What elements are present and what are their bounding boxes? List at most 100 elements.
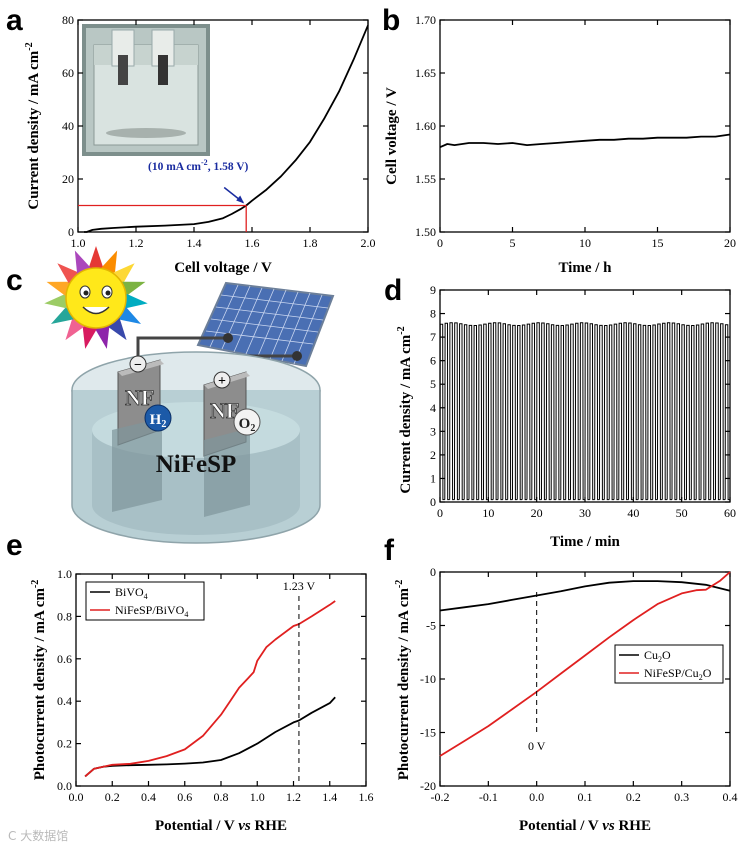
x-tick-label: 1.4 [187, 236, 202, 250]
y-tick-label: 1.70 [415, 13, 436, 27]
y-tick-label: 0 [68, 225, 74, 239]
y-tick-label: 3 [430, 424, 436, 438]
y-tick-label: 0.4 [57, 694, 72, 708]
y-tick-label: 40 [62, 119, 74, 133]
svg-text:+: + [218, 374, 226, 389]
legend: Cu2O NiFeSP/Cu2O [614, 644, 724, 684]
y-tick-label: -5 [426, 619, 436, 633]
plot-frame [439, 19, 731, 233]
legend: BiVO4 NiFeSP/BiVO4 [85, 581, 205, 621]
y-axis-label: Photocurrent density / mA cm-2 [30, 580, 48, 781]
x-tick-label: 40 [627, 506, 639, 520]
x-tick-label: 30 [579, 506, 591, 520]
panel-label-f: f [384, 534, 395, 567]
y-axis-label: Current density / mA cm-2 [396, 326, 414, 493]
y-tick-label: 1.60 [415, 119, 436, 133]
x-tick-label: 2.0 [361, 236, 376, 250]
y-tick-label: 1.55 [415, 172, 436, 186]
x-tick-label: 1.0 [250, 790, 265, 804]
minus-terminal-icon [129, 355, 147, 373]
x-tick-label: 1.6 [245, 236, 260, 250]
x-tick-label: 0.3 [674, 790, 689, 804]
panel-label-b: b [382, 4, 400, 37]
panel-label-e: e [6, 529, 23, 562]
y-tick-label: 0 [430, 495, 436, 509]
panel-c-schematic: c [6, 246, 335, 544]
y-tick-label: 0 [430, 565, 436, 579]
panel-label-c: c [6, 264, 23, 297]
plus-terminal-icon [213, 371, 231, 389]
y-tick-label: 7 [430, 330, 436, 344]
series-line-cu [439, 580, 731, 612]
y-tick-label: 8 [430, 307, 436, 321]
y-tick-label: 4 [430, 401, 436, 415]
y-tick-label: 1.65 [415, 66, 436, 80]
o2-bubble: O2 [233, 408, 261, 436]
series-line-nifesp-cu [439, 571, 731, 757]
annotation-label: (10 mA cm-2, 1.58 V) [148, 158, 249, 173]
legend-label: NiFeSP/BiVO4 [115, 603, 188, 619]
x-tick-label: 0.4 [723, 790, 738, 804]
y-tick-label: 0.2 [57, 737, 72, 751]
x-axis-label: Potential / V vs RHE [519, 818, 651, 834]
x-axis-label: Cell voltage / V [174, 260, 272, 276]
y-tick-label: 5 [430, 377, 436, 391]
x-tick-label: 5 [510, 236, 516, 250]
y-tick-label: 60 [62, 66, 74, 80]
legend-label: Cu2O [644, 648, 671, 664]
y-tick-label: 2 [430, 448, 436, 462]
x-tick-label: 0.2 [105, 790, 120, 804]
series-line-cell [83, 24, 369, 233]
y-tick-label: 20 [62, 172, 74, 186]
x-tick-label: 1.0 [71, 236, 86, 250]
series-line-nifesp-bivo [84, 600, 336, 778]
y-tick-label: -20 [420, 779, 436, 793]
panel-d: d 0 10 20 30 40 50 60 0 1 2 3 4 5 6 7 8 9 Time / min Cur… [384, 274, 736, 550]
terminal [223, 333, 233, 343]
y-tick-label: 0.8 [57, 609, 72, 623]
x-tick-label: 50 [676, 506, 688, 520]
x-tick-label: 0 [437, 236, 443, 250]
svg-text:−: − [134, 358, 142, 373]
reference-label: 1.23 V [283, 579, 316, 593]
y-tick-label: -10 [420, 672, 436, 686]
y-tick-label: 1 [430, 471, 436, 485]
y-tick-label: 9 [430, 283, 436, 297]
x-tick-label: 1.2 [286, 790, 301, 804]
legend-label: BiVO4 [115, 585, 148, 601]
panel-b: b 0 5 10 15 201.501.551.601.651.70 Time / h … [382, 4, 736, 276]
inset-photo [82, 24, 210, 156]
x-tick-label: 0.0 [529, 790, 544, 804]
x-tick-label: 20 [531, 506, 543, 520]
y-tick-label: 0.0 [57, 779, 72, 793]
legend-label: NiFeSP/Cu2O [644, 666, 712, 682]
anode-electrode: NF + [203, 371, 250, 517]
y-tick-label: 1.50 [415, 225, 436, 239]
x-tick-label: 1.8 [303, 236, 318, 250]
y-tick-label: 80 [62, 13, 74, 27]
series-line-stability [439, 133, 731, 149]
x-tick-label: 0.0 [69, 790, 84, 804]
x-tick-label: 1.4 [322, 790, 337, 804]
x-tick-label: 20 [724, 236, 736, 250]
x-tick-label: 0.8 [214, 790, 229, 804]
x-tick-label: 60 [724, 506, 736, 520]
x-axis-label: Potential / V vs RHE [155, 818, 287, 834]
x-tick-label: -0.2 [431, 790, 450, 804]
y-tick-label: 0.6 [57, 652, 72, 666]
h2-bubble: H2 [144, 404, 172, 432]
x-tick-label: 0.6 [177, 790, 192, 804]
x-tick-label: 0.2 [626, 790, 641, 804]
x-tick-label: 0.1 [578, 790, 593, 804]
panel-f: f -0.2 -0.1 0.0 0.1 0.2 0.3 0.4 -20 -15 -10 -5 0 0 … [384, 534, 738, 834]
y-tick-label: 1.0 [57, 567, 72, 581]
cathode-electrode: NF − [112, 355, 164, 512]
x-tick-label: 10 [579, 236, 591, 250]
reference-label: 0 V [528, 739, 546, 753]
panel-e: e 0.0 0.2 0.4 0.6 0.8 1.0 1.2 1.4 1.6 0.0 0.2 0.4 0.… [6, 529, 374, 834]
beaker [71, 351, 321, 544]
x-tick-label: 15 [652, 236, 664, 250]
solar-panel-icon [196, 281, 335, 368]
x-tick-label: -0.1 [479, 790, 498, 804]
